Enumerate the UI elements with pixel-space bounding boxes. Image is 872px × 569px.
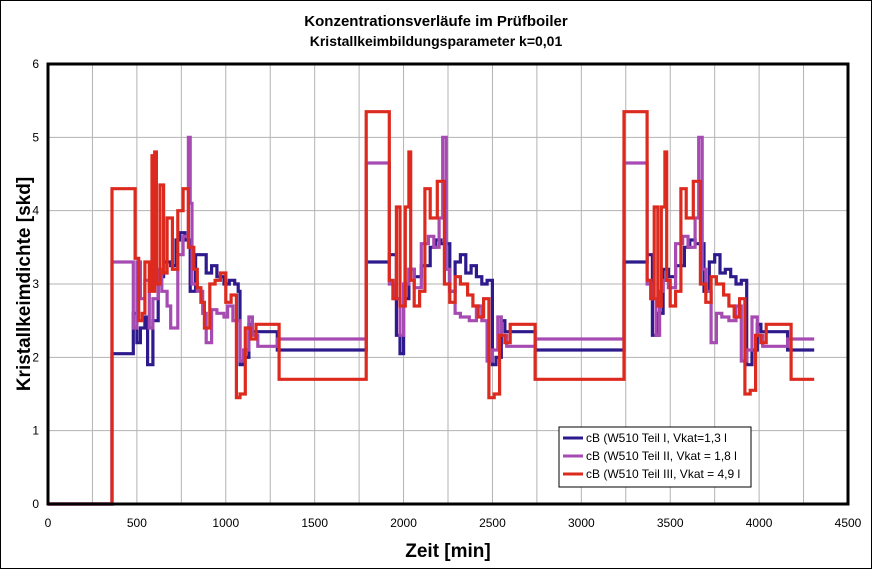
x-tick-label: 3500 xyxy=(657,516,684,530)
series-group xyxy=(48,110,815,506)
chart-title: Konzentrationsverläufe im Prüfboiler xyxy=(304,13,568,30)
x-tick-label: 2500 xyxy=(479,516,506,530)
x-tick-label: 4500 xyxy=(835,516,862,530)
y-tick-label: 5 xyxy=(32,130,39,144)
chart-subtitle: Kristallkeimbildungsparameter k=0,01 xyxy=(310,33,563,49)
y-tick-label: 2 xyxy=(32,350,39,364)
legend-label-series-2: cB (W510 Teil II, Vkat = 1,8 l xyxy=(586,449,737,463)
y-tick-label: 6 xyxy=(32,57,39,71)
x-tick-label: 1000 xyxy=(212,516,239,530)
legend-label-series-3: cB (W510 Teil III, Vkat = 4,9 l xyxy=(586,467,740,481)
x-tick-label: 2000 xyxy=(390,516,417,530)
x-tick-labels: 0 500 1000 1500 2000 2500 3000 3500 4000 4500 xyxy=(45,516,862,530)
y-tick-label: 4 xyxy=(32,204,39,218)
x-tick-label: 3000 xyxy=(568,516,595,530)
x-tick-label: 4000 xyxy=(746,516,773,530)
series-line-3 xyxy=(48,110,815,506)
x-axis-label: Zeit [min] xyxy=(405,541,491,562)
legend-box xyxy=(558,426,752,488)
x-tick-label: 500 xyxy=(127,516,147,530)
y-tick-labels: 0 1 2 3 4 5 6 xyxy=(32,57,39,511)
legend-label-series-1: cB (W510 Teil I, Vkat=1,3 l xyxy=(586,431,727,445)
plot-area-border xyxy=(46,62,850,506)
y-tick-label: 3 xyxy=(32,277,39,291)
y-tick-label: 1 xyxy=(32,424,39,438)
legend: cB (W510 Teil I, Vkat=1,3 l cB (W510 Tei… xyxy=(558,426,752,488)
x-tick-label: 1500 xyxy=(301,516,328,530)
y-axis-label: Kristallkeimdichte [skd] xyxy=(14,177,35,391)
x-tick-label: 0 xyxy=(45,516,52,530)
y-tick-label: 0 xyxy=(32,497,39,511)
